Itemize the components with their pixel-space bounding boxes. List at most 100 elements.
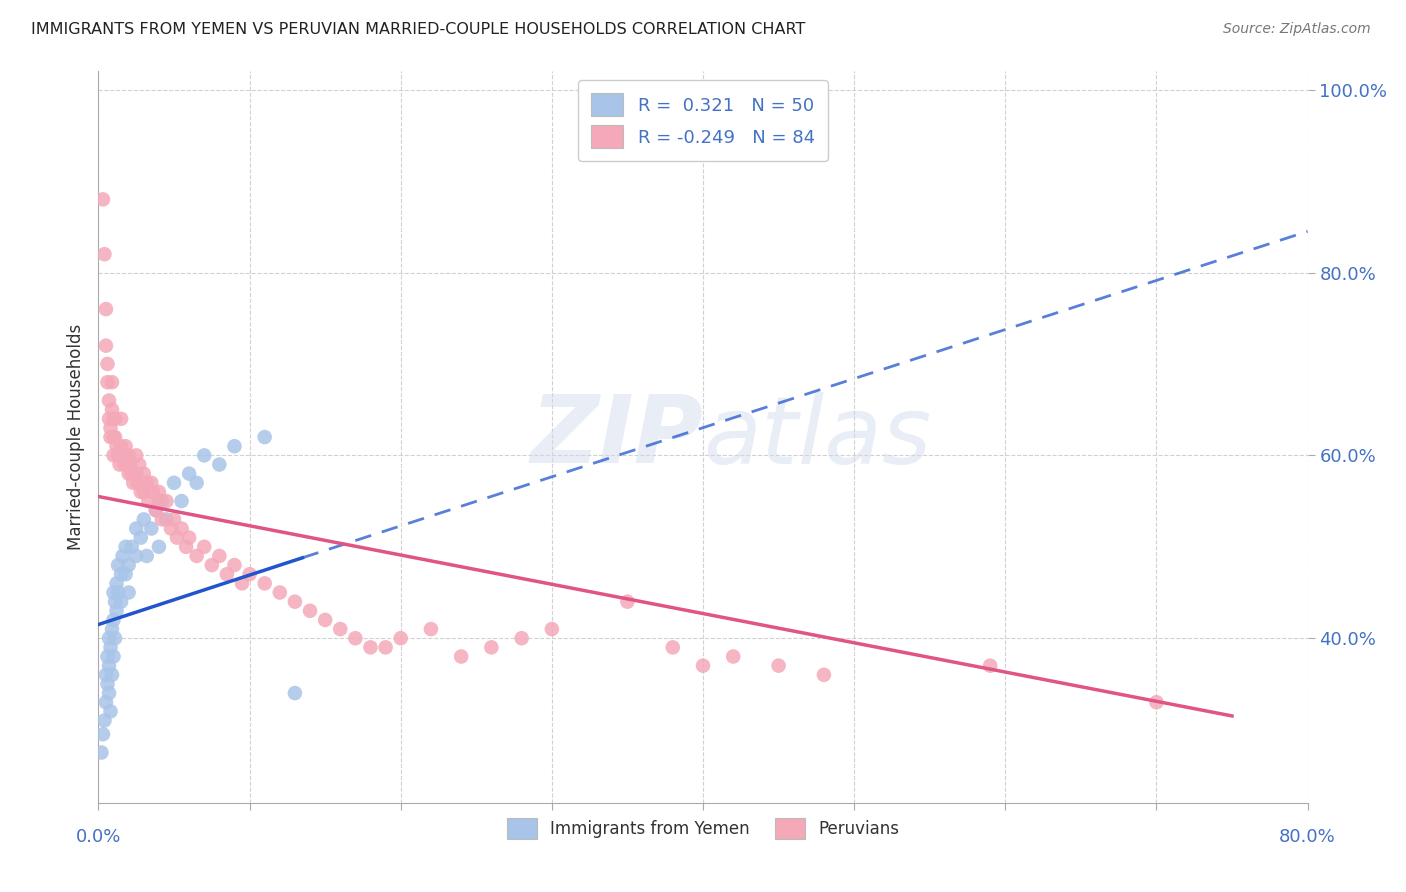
Point xyxy=(129,485,152,500)
Point xyxy=(231,576,253,591)
Point xyxy=(93,714,115,728)
Point xyxy=(111,449,134,463)
Point xyxy=(692,658,714,673)
Text: IMMIGRANTS FROM YEMEN VS PERUVIAN MARRIED-COUPLE HOUSEHOLDS CORRELATION CHART: IMMIGRANTS FROM YEMEN VS PERUVIAN MARRIE… xyxy=(31,22,806,37)
Point xyxy=(104,430,127,444)
Point xyxy=(128,458,150,472)
Point xyxy=(344,632,367,646)
Point xyxy=(118,558,141,573)
Point xyxy=(163,512,186,526)
Point xyxy=(661,640,683,655)
Point xyxy=(101,402,124,417)
Point xyxy=(100,430,122,444)
Point xyxy=(450,649,472,664)
Point xyxy=(299,604,322,618)
Point xyxy=(389,632,412,646)
Point xyxy=(100,640,122,655)
Point xyxy=(111,549,134,563)
Point xyxy=(284,595,307,609)
Point xyxy=(98,686,121,700)
Point xyxy=(150,512,173,526)
Point xyxy=(98,658,121,673)
Point xyxy=(114,439,136,453)
Point xyxy=(148,494,170,508)
Point xyxy=(125,467,148,481)
Point xyxy=(105,576,128,591)
Point xyxy=(105,604,128,618)
Point xyxy=(103,430,125,444)
Point xyxy=(813,667,835,682)
Point xyxy=(269,585,291,599)
Point xyxy=(979,658,1001,673)
Point xyxy=(148,485,170,500)
Point xyxy=(314,613,336,627)
Point xyxy=(118,467,141,481)
Point xyxy=(481,640,503,655)
Point xyxy=(141,521,163,535)
Point xyxy=(98,412,121,426)
Point xyxy=(186,549,208,563)
Point xyxy=(104,412,127,426)
Point xyxy=(360,640,382,655)
Point xyxy=(136,494,159,508)
Point xyxy=(129,531,152,545)
Point xyxy=(125,449,148,463)
Point xyxy=(142,485,165,500)
Point xyxy=(540,622,562,636)
Point xyxy=(163,475,186,490)
Point xyxy=(94,301,117,317)
Point xyxy=(103,412,125,426)
Point xyxy=(125,521,148,535)
Point xyxy=(253,576,276,591)
Point xyxy=(374,640,396,655)
Point xyxy=(107,585,129,599)
Point xyxy=(90,746,112,760)
Point xyxy=(100,705,122,719)
Point xyxy=(179,467,201,481)
Point xyxy=(96,357,118,371)
Point xyxy=(132,512,155,526)
Point xyxy=(94,338,117,352)
Point xyxy=(510,632,533,646)
Point xyxy=(616,595,638,609)
Point xyxy=(101,622,124,636)
Point xyxy=(723,649,745,664)
Text: 0.0%: 0.0% xyxy=(76,829,121,847)
Point xyxy=(121,467,143,481)
Point xyxy=(215,567,238,582)
Point xyxy=(208,458,231,472)
Text: atlas: atlas xyxy=(703,392,931,483)
Point xyxy=(107,558,129,573)
Point xyxy=(155,512,177,526)
Point xyxy=(186,475,208,490)
Point xyxy=(114,540,136,554)
Point xyxy=(201,558,224,573)
Point xyxy=(135,549,157,563)
Point xyxy=(193,540,215,554)
Point xyxy=(93,247,115,261)
Point xyxy=(98,632,121,646)
Point xyxy=(1144,695,1167,709)
Point xyxy=(105,439,128,453)
Point xyxy=(148,540,170,554)
Y-axis label: Married-couple Households: Married-couple Households xyxy=(66,324,84,550)
Point xyxy=(100,421,122,435)
Point xyxy=(122,475,145,490)
Point xyxy=(112,458,135,472)
Point xyxy=(160,521,183,535)
Point xyxy=(96,376,118,390)
Point xyxy=(118,449,141,463)
Point xyxy=(170,521,193,535)
Point xyxy=(120,458,142,472)
Point xyxy=(114,567,136,582)
Point xyxy=(91,727,114,741)
Point xyxy=(132,467,155,481)
Point xyxy=(118,585,141,599)
Point xyxy=(96,677,118,691)
Text: ZIP: ZIP xyxy=(530,391,703,483)
Point xyxy=(104,595,127,609)
Point xyxy=(110,567,132,582)
Point xyxy=(110,595,132,609)
Point xyxy=(108,458,131,472)
Point xyxy=(110,412,132,426)
